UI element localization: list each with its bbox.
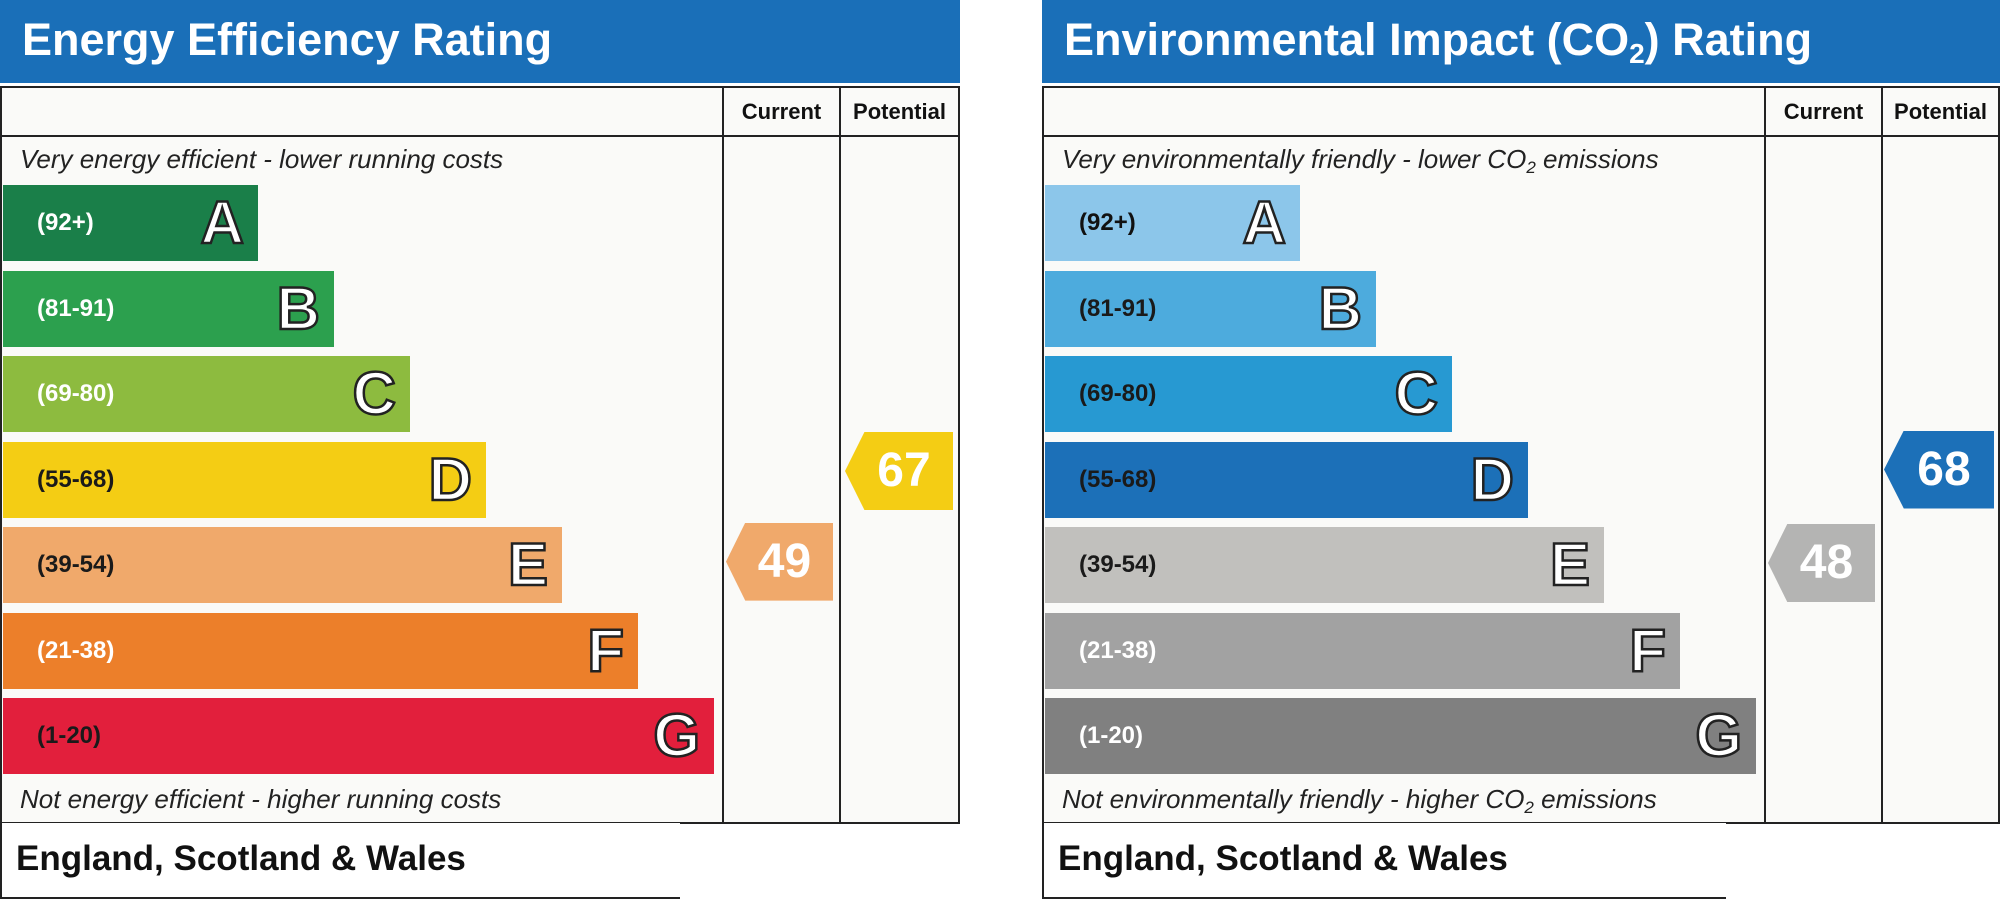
band-g-range: (1-20)	[37, 722, 102, 749]
region-footer: England, Scotland & Wales	[0, 823, 680, 899]
band-g-letter: G	[1694, 701, 1743, 771]
band-c-range: (69-80)	[1079, 380, 1157, 407]
band-f-range: (21-38)	[1079, 636, 1157, 664]
band-f-bar: (21-38) F	[3, 612, 638, 689]
potential-rating-arrow: 68	[1884, 430, 1994, 509]
band-b-letter: B	[275, 273, 321, 343]
band-a-bar: (92+) A	[1045, 185, 1300, 261]
band-a-letter: A	[199, 188, 245, 258]
header-divider	[1042, 135, 2000, 137]
band-c-letter: C	[1393, 359, 1439, 429]
band-b-letter: B	[1317, 273, 1363, 343]
header-divider	[0, 135, 960, 137]
band-c-bar: (69-80) C	[1045, 356, 1452, 432]
band-b-bar: (81-91) B	[3, 270, 334, 347]
band-f-letter: F	[1628, 615, 1667, 685]
environmental-impact-title: Environmental Impact (CO2) Rating	[1042, 0, 2000, 83]
region-footer: England, Scotland & Wales	[1042, 823, 1726, 899]
potential-column-divider	[1881, 86, 1883, 824]
band-e-letter: E	[1549, 530, 1592, 600]
band-b-range: (81-91)	[1079, 294, 1157, 322]
current-rating-arrow: 48	[1768, 524, 1875, 602]
band-e-range: (39-54)	[37, 551, 115, 578]
current-column-header: Current	[741, 99, 822, 124]
band-c-bar: (69-80) C	[3, 356, 410, 432]
band-f-letter: F	[586, 615, 625, 685]
band-e-bar: (39-54) E	[3, 527, 562, 603]
band-d-letter: D	[1469, 444, 1515, 514]
potential-column-header: Potential	[1894, 99, 1987, 124]
current-column-header: Current	[1783, 99, 1864, 124]
environmental-impact-panel: Environmental Impact (CO2) Rating Curren…	[1042, 0, 2000, 899]
band-f-range: (21-38)	[37, 636, 115, 664]
band-d-letter: D	[427, 444, 473, 514]
band-g-bar: (1-20) G	[3, 698, 714, 774]
energy-efficiency-panel: Energy Efficiency Rating Current Potenti…	[0, 0, 960, 899]
band-d-bar: (55-68) D	[1045, 441, 1528, 518]
band-g-range: (1-20)	[1079, 722, 1144, 749]
band-g-bar: (1-20) G	[1045, 698, 1756, 774]
band-e-range: (39-54)	[1079, 551, 1157, 578]
current-column-divider	[1764, 86, 1766, 824]
top-caption: Very energy efficient - lower running co…	[20, 144, 504, 174]
band-c-range: (69-80)	[37, 380, 115, 407]
bottom-caption: Not energy efficient - higher running co…	[20, 784, 502, 814]
band-b-range: (81-91)	[37, 294, 115, 322]
band-a-letter: A	[1241, 188, 1287, 258]
current-rating-arrow: 49	[726, 522, 833, 601]
band-a-range: (92+)	[37, 209, 94, 236]
bottom-caption: Not environmentally friendly - higher CO…	[1062, 784, 1657, 817]
energy-efficiency-title: Energy Efficiency Rating	[0, 0, 960, 83]
band-c-letter: C	[351, 359, 397, 429]
potential-column-header: Potential	[853, 99, 946, 124]
current-column-divider	[722, 86, 724, 824]
top-caption: Very environmentally friendly - lower CO…	[1062, 144, 1659, 177]
band-e-bar: (39-54) E	[1045, 527, 1604, 603]
band-b-bar: (81-91) B	[1045, 270, 1376, 347]
band-d-range: (55-68)	[37, 465, 115, 493]
band-d-range: (55-68)	[1079, 465, 1157, 493]
band-g-letter: G	[652, 701, 701, 771]
band-f-bar: (21-38) F	[1045, 612, 1680, 689]
band-a-range: (92+)	[1079, 209, 1136, 236]
potential-rating-arrow: 67	[845, 432, 953, 511]
potential-column-divider	[839, 86, 841, 824]
band-d-bar: (55-68) D	[3, 441, 486, 518]
band-e-letter: E	[507, 530, 550, 600]
band-a-bar: (92+) A	[3, 185, 258, 261]
